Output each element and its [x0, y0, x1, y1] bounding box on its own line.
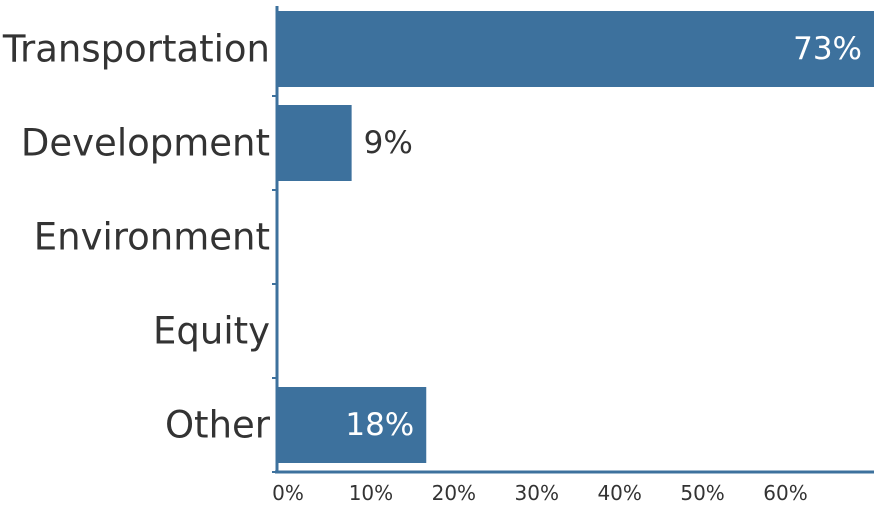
- category-label-environment: Environment: [34, 216, 270, 259]
- value-label-development: 9%: [364, 125, 413, 161]
- bar-other: [277, 387, 427, 463]
- x-tick-label-20: 20%: [432, 481, 476, 505]
- x-tick-label-30: 30%: [515, 481, 559, 505]
- x-tick-label-10: 10%: [349, 481, 393, 505]
- bar-transportation: [277, 11, 874, 87]
- x-tick-label-0: 0%: [272, 481, 304, 505]
- value-label-transportation: 73%: [793, 31, 862, 67]
- category-label-equity: Equity: [153, 310, 270, 353]
- value-labels-group: 73% 9% 18%: [345, 31, 862, 443]
- bars-group: [277, 11, 874, 463]
- category-label-development: Development: [21, 122, 270, 165]
- x-tick-label-40: 40%: [597, 481, 641, 505]
- bar-development: [277, 105, 352, 181]
- axes-group: [272, 6, 874, 474]
- x-tick-label-60: 60%: [763, 481, 807, 505]
- category-label-other: Other: [165, 404, 271, 447]
- x-tick-label-50: 50%: [680, 481, 724, 505]
- x-tick-labels-group: 0% 10% 20% 30% 40% 50% 60%: [272, 481, 808, 505]
- value-label-other: 18%: [345, 407, 414, 443]
- category-label-transportation: Transportation: [2, 28, 270, 71]
- category-labels-group: Transportation Development Environment Equi…: [2, 28, 271, 447]
